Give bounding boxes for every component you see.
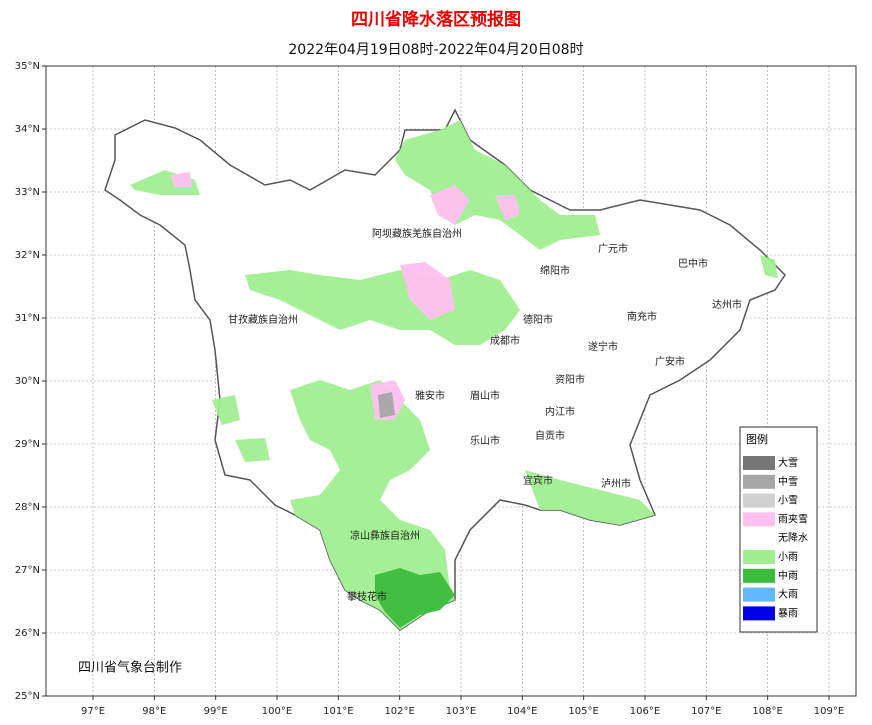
lat-tick-label: 33°N	[15, 187, 40, 198]
precip-region	[378, 392, 395, 418]
legend-swatch	[743, 512, 775, 527]
city-label: 广元市	[598, 242, 628, 255]
city-label: 德阳市	[523, 313, 553, 326]
legend-label: 中雨	[778, 569, 798, 582]
legend-swatch	[743, 587, 775, 602]
city-label: 攀枝花市	[347, 590, 387, 603]
legend-swatch	[743, 456, 775, 470]
subtitle: 2022年04月19日08时-2022年04月20日08时	[288, 42, 583, 58]
legend-swatch	[743, 493, 775, 508]
city-label: 绵阳市	[540, 264, 570, 277]
city-label: 阿坝藏族羌族自治州	[372, 227, 462, 240]
city-label: 达州市	[712, 298, 742, 311]
precip-region	[375, 568, 455, 628]
city-label: 眉山市	[470, 389, 500, 402]
city-label: 内江市	[545, 405, 575, 418]
lat-tick-label: 25°N	[15, 691, 40, 702]
legend-swatch	[743, 606, 775, 621]
lat-tick-label: 32°N	[15, 250, 40, 261]
city-label: 凉山彝族自治州	[350, 529, 420, 542]
precip-region	[235, 438, 270, 462]
city-label: 泸州市	[601, 477, 631, 490]
city-label: 成都市	[490, 334, 520, 347]
city-label: 乐山市	[470, 434, 500, 447]
lat-tick-label: 30°N	[15, 376, 40, 387]
lat-tick-label: 28°N	[15, 502, 40, 513]
precip-region	[430, 185, 470, 225]
lon-tick-label: 105°E	[568, 706, 598, 717]
lon-tick-label: 107°E	[691, 706, 721, 717]
precip-region	[400, 262, 455, 320]
title: 四川省降水落区预报图	[351, 9, 521, 30]
lon-tick-label: 103°E	[446, 706, 476, 717]
lon-tick-label: 98°E	[142, 706, 166, 717]
city-label: 南充市	[627, 310, 657, 323]
lon-tick-label: 102°E	[384, 706, 414, 717]
legend-label: 小雨	[778, 551, 798, 563]
legend-label: 暴雨	[778, 607, 798, 619]
lon-tick-label: 97°E	[81, 706, 105, 717]
lon-tick-label: 99°E	[204, 706, 228, 717]
lon-tick-label: 108°E	[752, 706, 782, 717]
legend-label: 大雪	[778, 456, 798, 469]
lat-tick-label: 26°N	[15, 628, 40, 639]
legend-label: 无降水	[778, 531, 808, 544]
legend-swatch	[743, 568, 775, 583]
precip-region	[170, 172, 192, 188]
city-label: 宜宾市	[523, 474, 553, 487]
precip-region	[212, 395, 240, 425]
credit: 四川省气象台制作	[78, 660, 182, 676]
precip-region	[760, 255, 778, 278]
city-label: 雅安市	[415, 389, 445, 402]
legend-label: 中雪	[778, 475, 798, 488]
lat-tick-label: 29°N	[15, 439, 40, 450]
city-label: 巴中市	[678, 257, 708, 270]
city-label: 自贡市	[535, 429, 565, 442]
map-frame	[45, 65, 857, 697]
lat-tick-label: 34°N	[15, 124, 40, 135]
lon-tick-label: 106°E	[630, 706, 660, 717]
precip-region	[525, 470, 655, 525]
legend-swatch	[743, 550, 775, 564]
city-label: 遂宁市	[588, 340, 618, 353]
legend-swatch	[743, 531, 775, 546]
lat-tick-label: 35°N	[15, 61, 40, 72]
precip-regions	[130, 120, 778, 630]
lon-tick-label: 109°E	[814, 706, 844, 717]
legend-swatch	[743, 474, 775, 489]
precip-region	[495, 195, 520, 220]
lat-tick-label: 31°N	[15, 313, 40, 324]
legend-label: 小雪	[778, 495, 798, 507]
lon-tick-label: 100°E	[262, 706, 292, 717]
lon-tick-label: 104°E	[507, 706, 537, 717]
legend-label: 雨夹雪	[778, 512, 808, 525]
lon-tick-label: 101°E	[323, 706, 353, 717]
city-label: 甘孜藏族自治州	[228, 313, 298, 326]
legend-title: 图例	[746, 432, 768, 446]
lat-tick-label: 27°N	[15, 565, 40, 576]
legend-label: 大雨	[778, 588, 798, 601]
precip-region	[290, 380, 455, 630]
city-label: 资阳市	[555, 373, 585, 386]
city-label: 广安市	[655, 355, 685, 368]
